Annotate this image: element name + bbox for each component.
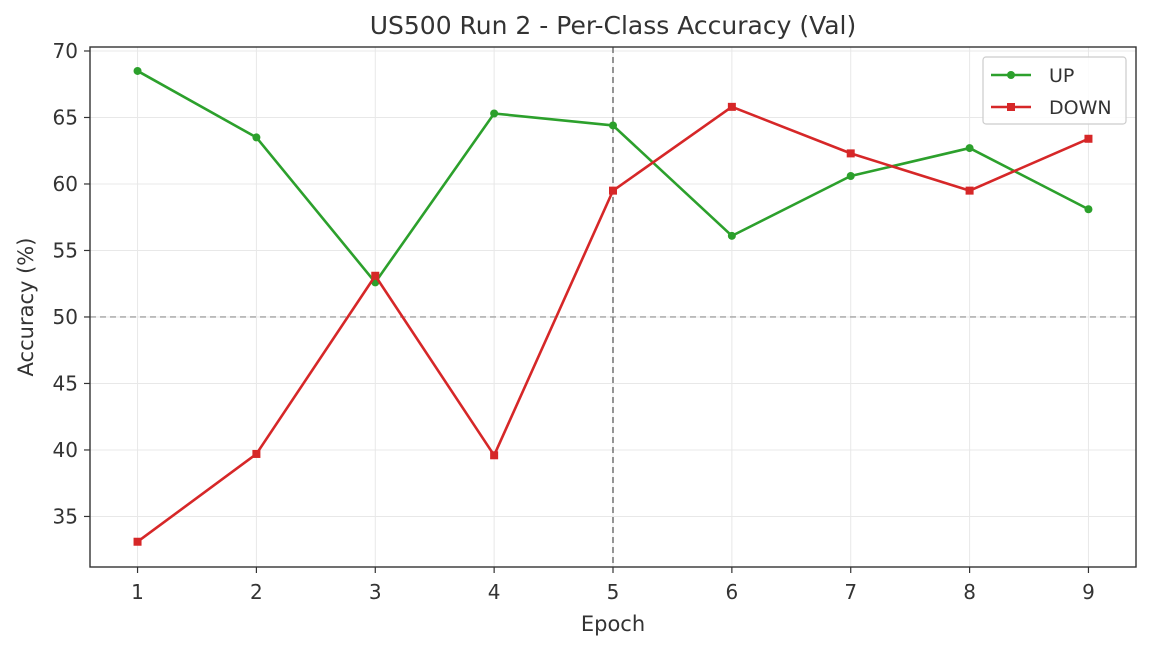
x-tick-label: 1 [131, 580, 144, 604]
data-point-down [371, 271, 380, 280]
legend-item-down: DOWN [991, 97, 1112, 119]
y-tick-label: 35 [53, 504, 78, 528]
legend: UP DOWN [982, 56, 1127, 125]
x-tick-label: 4 [488, 580, 501, 604]
data-point-down [1084, 134, 1093, 143]
data-point-up [490, 109, 499, 118]
x-tick-label: 9 [1082, 580, 1095, 604]
series-down [133, 102, 1093, 546]
data-point-up [252, 133, 261, 142]
y-tick-label: 50 [53, 305, 78, 329]
data-point-up [965, 144, 974, 153]
y-axis-ticks: 35 40 45 50 55 60 65 70 [53, 39, 90, 528]
data-point-down [727, 102, 736, 111]
y-tick-label: 70 [53, 39, 78, 63]
y-tick-label: 60 [53, 172, 78, 196]
y-tick-label: 55 [53, 238, 78, 262]
legend-item-up: UP [991, 65, 1074, 87]
chart-title: US500 Run 2 - Per-Class Accuracy (Val) [370, 11, 857, 40]
reference-lines [90, 47, 1136, 567]
legend-label: UP [1049, 65, 1074, 87]
data-point-down [490, 451, 499, 460]
x-tick-label: 8 [963, 580, 976, 604]
y-tick-label: 45 [53, 371, 78, 395]
legend-swatch-marker [1007, 103, 1015, 111]
x-axis-label: Epoch [581, 612, 645, 636]
data-point-down [846, 149, 855, 158]
series-up [133, 66, 1093, 287]
x-tick-label: 6 [725, 580, 738, 604]
data-point-up [846, 172, 855, 181]
data-point-up [133, 66, 142, 75]
x-tick-label: 7 [844, 580, 857, 604]
x-axis-ticks: 1 2 3 4 5 6 7 8 9 [131, 567, 1095, 604]
data-point-down [965, 186, 974, 195]
x-tick-label: 2 [250, 580, 263, 604]
legend-swatch-marker [1007, 71, 1015, 79]
y-tick-label: 65 [53, 105, 78, 129]
data-point-down [609, 186, 617, 195]
x-tick-label: 5 [607, 580, 620, 604]
data-point-up [1084, 205, 1093, 214]
data-point-down [133, 537, 142, 546]
y-axis-label: Accuracy (%) [14, 238, 38, 377]
legend-label: DOWN [1049, 97, 1112, 119]
data-point-up [727, 231, 736, 240]
y-tick-label: 40 [53, 438, 78, 462]
x-tick-label: 3 [369, 580, 382, 604]
data-point-down [252, 449, 261, 458]
series-layer [133, 66, 1093, 546]
data-point-up [609, 121, 617, 130]
